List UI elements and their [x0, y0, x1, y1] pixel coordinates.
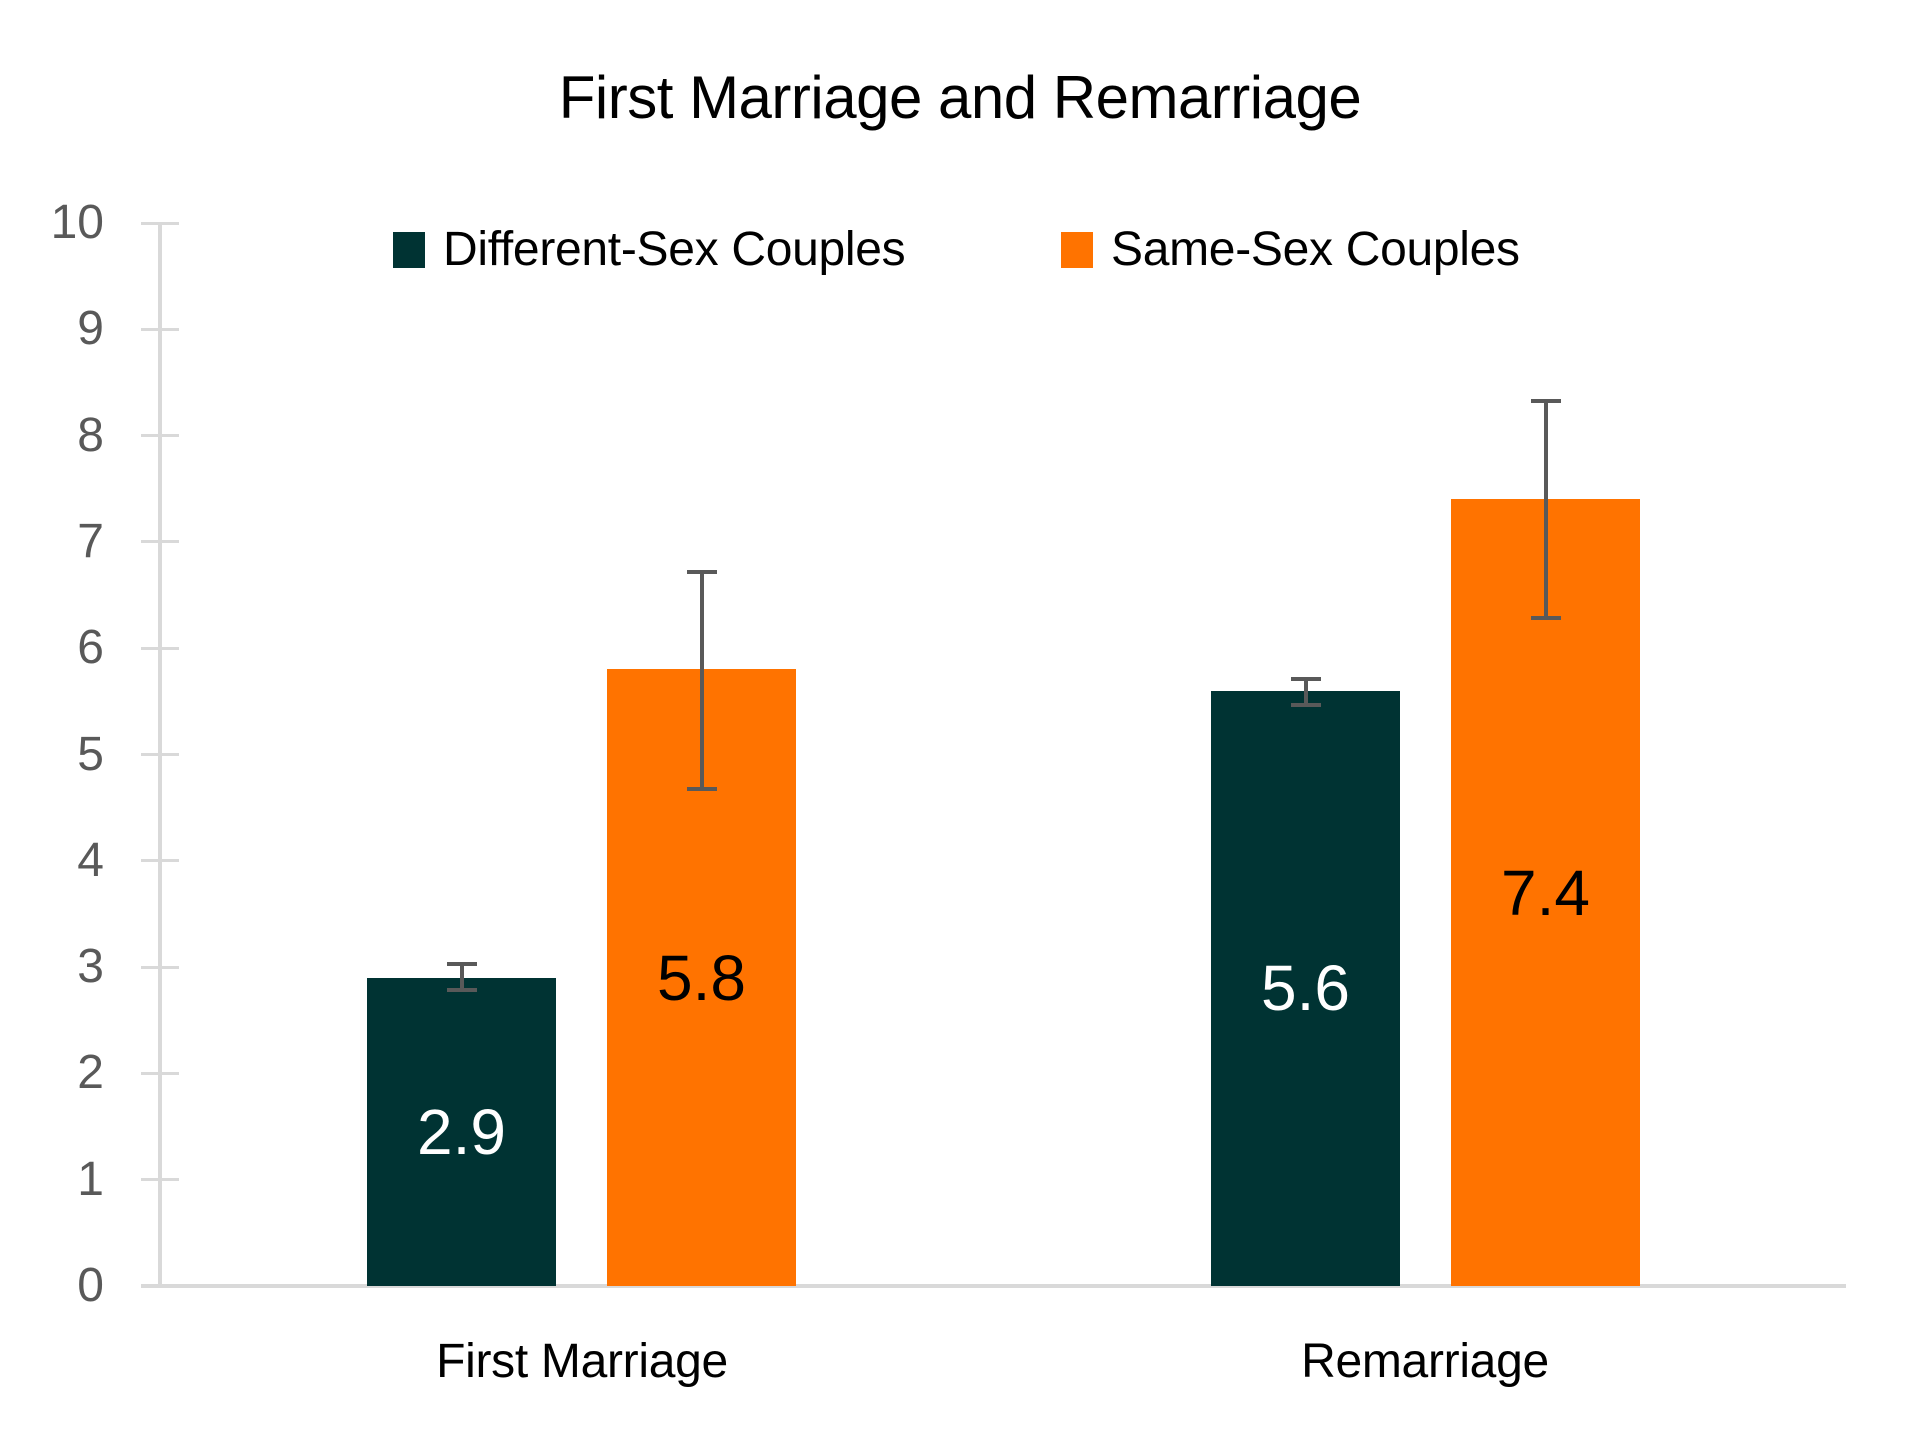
bar-same-sex-remarriage: 7.4 [1451, 499, 1640, 1286]
y-tick [141, 753, 179, 756]
y-tick [141, 965, 179, 969]
legend-label-different-sex: Different-Sex Couples [443, 223, 906, 276]
y-tick-label: 8 [77, 408, 104, 462]
error-bar-cap [1530, 616, 1561, 621]
error-bar-cap [1290, 702, 1321, 707]
error-bar [1543, 400, 1548, 619]
y-tick [141, 1178, 179, 1182]
y-tick [141, 1284, 179, 1288]
y-tick [141, 327, 179, 331]
y-tick [141, 1071, 179, 1075]
bar-different-sex-remarriage: 5.6 [1211, 690, 1400, 1286]
y-tick-label: 1 [77, 1152, 104, 1206]
error-bar-cap [1530, 398, 1561, 403]
legend-swatch-different-sex [393, 232, 425, 268]
error-bar [459, 963, 464, 991]
error-bar [1303, 679, 1308, 705]
x-axis [141, 1284, 1846, 1288]
y-tick-label: 4 [77, 833, 104, 887]
bar-value-label: 5.6 [1261, 952, 1350, 1025]
error-bar-cap [446, 988, 477, 993]
y-tick [141, 434, 179, 438]
legend-item-same-sex: Same-Sex Couples [1061, 222, 1520, 278]
y-tick [141, 859, 179, 863]
y-tick-label: 10 [50, 196, 104, 249]
y-tick [141, 646, 179, 650]
y-tick-label: 3 [77, 940, 104, 994]
error-bar-cap [686, 569, 717, 574]
legend-label-same-sex: Same-Sex Couples [1111, 223, 1520, 276]
y-tick-label: 9 [77, 302, 104, 356]
error-bar [699, 571, 704, 789]
y-tick-label: 0 [77, 1259, 104, 1312]
y-tick-label: 6 [77, 621, 104, 675]
error-bar-cap [446, 961, 477, 966]
legend-item-different-sex: Different-Sex Couples [393, 222, 906, 278]
x-category-remarriage: Remarriage [1301, 1335, 1549, 1388]
x-category-first-marriage: First Marriage [436, 1335, 728, 1388]
bar-different-sex-first-marriage: 2.9 [367, 977, 556, 1286]
bar-value-label: 7.4 [1501, 856, 1590, 929]
y-tick-label: 2 [77, 1046, 104, 1100]
bar-value-label: 2.9 [417, 1095, 506, 1168]
y-tick-label: 7 [77, 514, 104, 568]
error-bar-cap [686, 786, 717, 791]
bar-value-label: 5.8 [657, 941, 746, 1014]
error-bar-cap [1290, 677, 1321, 682]
legend-swatch-same-sex [1061, 232, 1093, 268]
y-tick [141, 540, 179, 544]
y-tick-label: 5 [77, 727, 104, 781]
y-tick [141, 221, 179, 225]
chart-title: First Marriage and Remarriage [558, 64, 1362, 131]
